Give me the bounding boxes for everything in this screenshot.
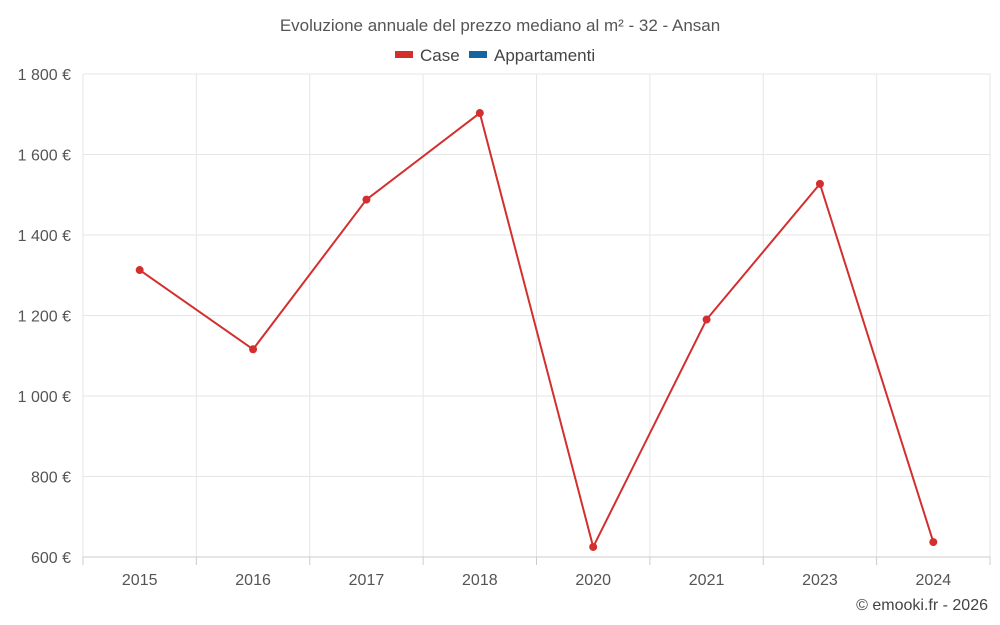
chart-title: Evoluzione annuale del prezzo mediano al… [280,16,720,35]
data-point[interactable] [815,179,824,188]
x-axis-ticks: 2015 2016 2017 2018 2020 2021 2023 2024 [122,572,951,589]
legend-label-appartamenti: Appartamenti [494,46,595,65]
y-tick-label: 1 800 € [18,67,71,84]
data-point[interactable] [589,542,598,551]
x-tick-label: 2024 [916,572,952,589]
x-tick-label: 2018 [462,572,498,589]
y-tick-label: 1 200 € [18,309,71,326]
x-tick-label: 2016 [235,572,271,589]
data-point[interactable] [475,109,484,118]
data-point[interactable] [929,538,938,547]
x-gridlines [82,74,991,565]
credit-text: © emooki.fr - 2026 [856,597,988,614]
y-tick-label: 600 € [31,550,71,567]
y-axis-ticks: 600 € 800 € 1 000 € 1 200 € 1 400 € 1 600 € 1 … [18,67,71,567]
y-tick-label: 1 000 € [18,389,71,406]
data-point[interactable] [249,345,258,354]
x-tick-label: 2015 [122,572,158,589]
legend-label-case: Case [420,46,460,65]
x-tick-label: 2017 [349,572,385,589]
x-tick-label: 2020 [575,572,611,589]
data-point[interactable] [362,195,371,204]
series-line-case [139,112,935,548]
x-tick-label: 2021 [689,572,725,589]
y-tick-label: 1 400 € [18,228,71,245]
legend-swatch-appartamenti [469,51,487,58]
series-layer [135,109,938,551]
legend: Case Appartamenti [395,46,595,65]
legend-item-case[interactable]: Case [395,46,460,65]
x-tick-label: 2023 [802,572,838,589]
y-tick-label: 800 € [31,470,71,487]
data-point[interactable] [702,315,711,324]
legend-swatch-case [395,51,413,58]
legend-item-appartamenti[interactable]: Appartamenti [469,46,595,65]
data-point[interactable] [135,266,144,275]
y-tick-label: 1 600 € [18,148,71,165]
